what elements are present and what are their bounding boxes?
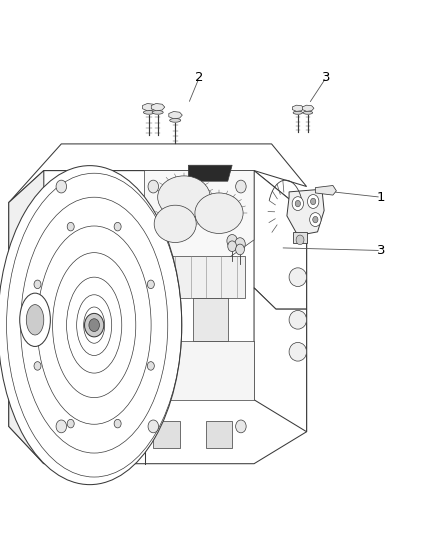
Circle shape (67, 222, 74, 231)
Circle shape (235, 238, 245, 251)
Polygon shape (315, 185, 336, 195)
Ellipse shape (293, 111, 303, 114)
Polygon shape (145, 341, 254, 400)
Polygon shape (287, 189, 324, 236)
Ellipse shape (26, 304, 44, 335)
Text: 1: 1 (377, 191, 385, 204)
Ellipse shape (154, 205, 196, 243)
Polygon shape (193, 298, 228, 341)
Circle shape (114, 419, 121, 428)
Circle shape (227, 235, 237, 247)
Polygon shape (254, 288, 307, 432)
Polygon shape (293, 105, 304, 111)
Polygon shape (9, 171, 307, 464)
Circle shape (148, 420, 159, 433)
Polygon shape (206, 421, 232, 448)
Polygon shape (169, 111, 182, 119)
Text: 3: 3 (377, 244, 385, 257)
Circle shape (56, 180, 67, 193)
Circle shape (228, 241, 237, 252)
Circle shape (310, 213, 321, 227)
Circle shape (34, 362, 41, 370)
Circle shape (148, 180, 159, 193)
Ellipse shape (195, 193, 243, 233)
Ellipse shape (20, 293, 50, 346)
Ellipse shape (143, 110, 155, 114)
Circle shape (114, 222, 121, 231)
Polygon shape (9, 144, 307, 203)
Polygon shape (166, 256, 245, 298)
Circle shape (147, 362, 154, 370)
Polygon shape (303, 105, 314, 111)
Circle shape (34, 280, 41, 288)
Ellipse shape (289, 268, 307, 287)
Polygon shape (254, 171, 307, 309)
Ellipse shape (303, 111, 313, 114)
Polygon shape (145, 171, 254, 277)
Polygon shape (9, 171, 44, 464)
Circle shape (89, 319, 99, 332)
Text: 3: 3 (322, 71, 331, 84)
Circle shape (236, 180, 246, 193)
Ellipse shape (289, 310, 307, 329)
Ellipse shape (0, 166, 182, 484)
Text: 2: 2 (195, 71, 204, 84)
Circle shape (295, 200, 300, 207)
Polygon shape (293, 232, 307, 243)
Circle shape (296, 235, 304, 245)
Polygon shape (142, 103, 156, 111)
Circle shape (236, 420, 246, 433)
Circle shape (292, 197, 304, 211)
Ellipse shape (152, 110, 163, 114)
Ellipse shape (170, 118, 181, 122)
Circle shape (67, 419, 74, 428)
Circle shape (311, 198, 316, 205)
Circle shape (147, 280, 154, 288)
Polygon shape (151, 103, 165, 111)
Circle shape (307, 195, 319, 208)
Ellipse shape (158, 176, 210, 219)
Circle shape (236, 244, 244, 255)
Circle shape (85, 313, 104, 337)
Polygon shape (153, 421, 180, 448)
Polygon shape (188, 165, 232, 181)
Ellipse shape (289, 342, 307, 361)
Circle shape (56, 420, 67, 433)
Circle shape (313, 216, 318, 223)
